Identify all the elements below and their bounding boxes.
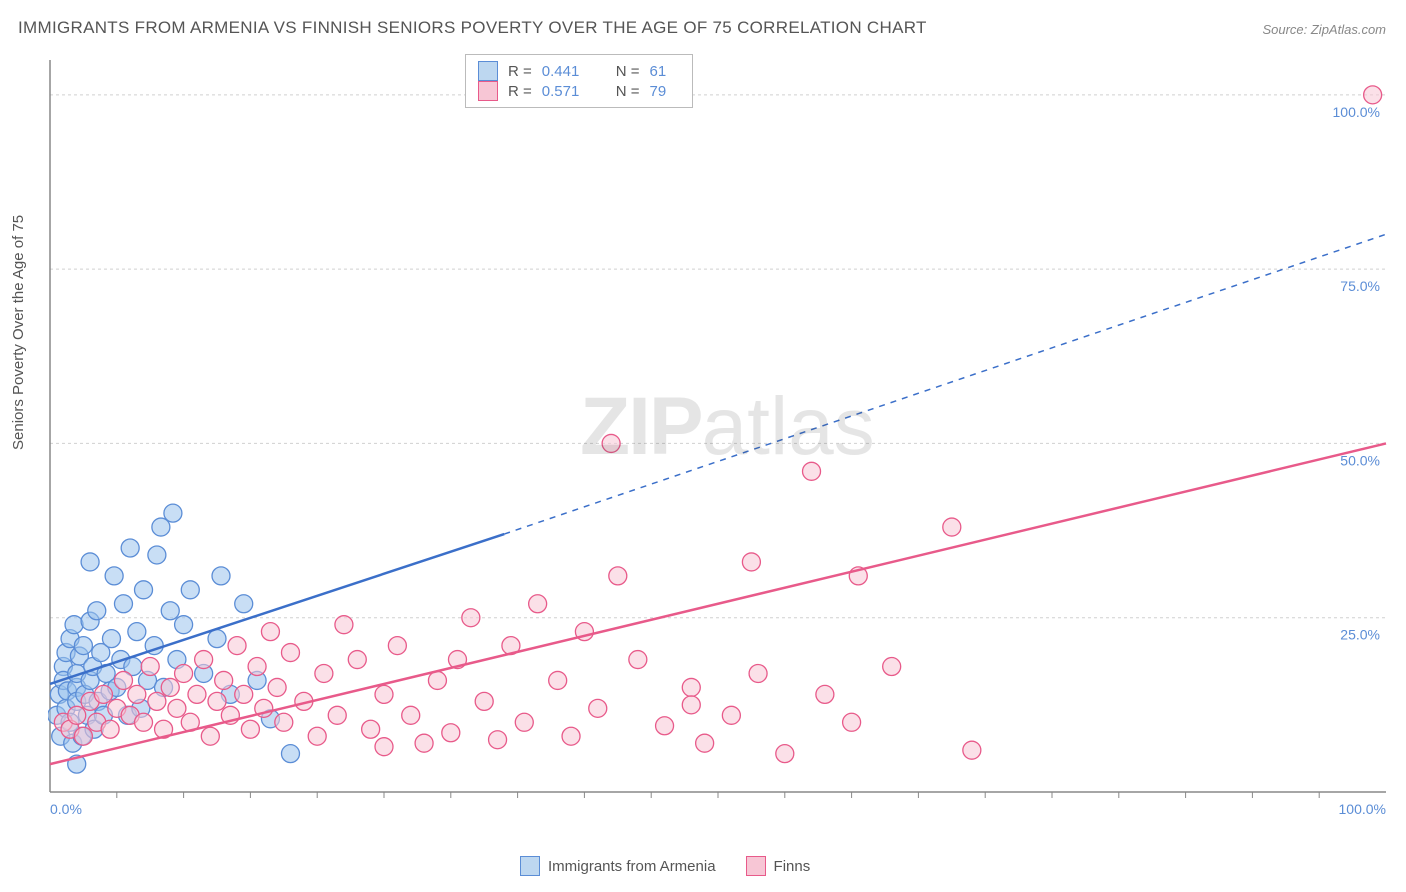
svg-text:0.0%: 0.0% — [50, 801, 82, 817]
n-value-finns: 79 — [650, 83, 680, 100]
y-axis-label: Seniors Poverty Over the Age of 75 — [10, 215, 27, 450]
chart-svg: 25.0% 50.0% 75.0% 100.0% 0.0% 100.0% — [48, 58, 1388, 818]
swatch-pink-icon — [746, 856, 766, 876]
legend-row-finns: R = 0.571 N = 79 — [478, 81, 680, 101]
svg-text:25.0%: 25.0% — [1340, 627, 1380, 643]
legend-item-armenia: Immigrants from Armenia — [520, 856, 716, 876]
source-attribution: Source: ZipAtlas.com — [1262, 22, 1386, 37]
svg-text:100.0%: 100.0% — [1333, 104, 1380, 120]
scatter-chart: 25.0% 50.0% 75.0% 100.0% 0.0% 100.0% — [48, 58, 1388, 818]
correlation-legend: R = 0.441 N = 61 R = 0.571 N = 79 — [465, 54, 693, 108]
svg-text:100.0%: 100.0% — [1339, 801, 1386, 817]
swatch-blue-icon — [520, 856, 540, 876]
swatch-blue-icon — [478, 61, 498, 81]
legend-label-armenia: Immigrants from Armenia — [548, 858, 716, 875]
n-value-armenia: 61 — [650, 63, 680, 80]
chart-title: IMMIGRANTS FROM ARMENIA VS FINNISH SENIO… — [18, 18, 927, 38]
r-value-armenia: 0.441 — [542, 63, 592, 80]
n-label: N = — [616, 83, 640, 100]
swatch-pink-icon — [478, 81, 498, 101]
series-legend: Immigrants from Armenia Finns — [520, 856, 810, 876]
legend-item-finns: Finns — [746, 856, 811, 876]
legend-row-armenia: R = 0.441 N = 61 — [478, 61, 680, 81]
n-label: N = — [616, 63, 640, 80]
svg-text:50.0%: 50.0% — [1340, 452, 1380, 468]
svg-text:75.0%: 75.0% — [1340, 278, 1380, 294]
r-value-finns: 0.571 — [542, 83, 592, 100]
r-label: R = — [508, 83, 532, 100]
r-label: R = — [508, 63, 532, 80]
legend-label-finns: Finns — [774, 858, 811, 875]
